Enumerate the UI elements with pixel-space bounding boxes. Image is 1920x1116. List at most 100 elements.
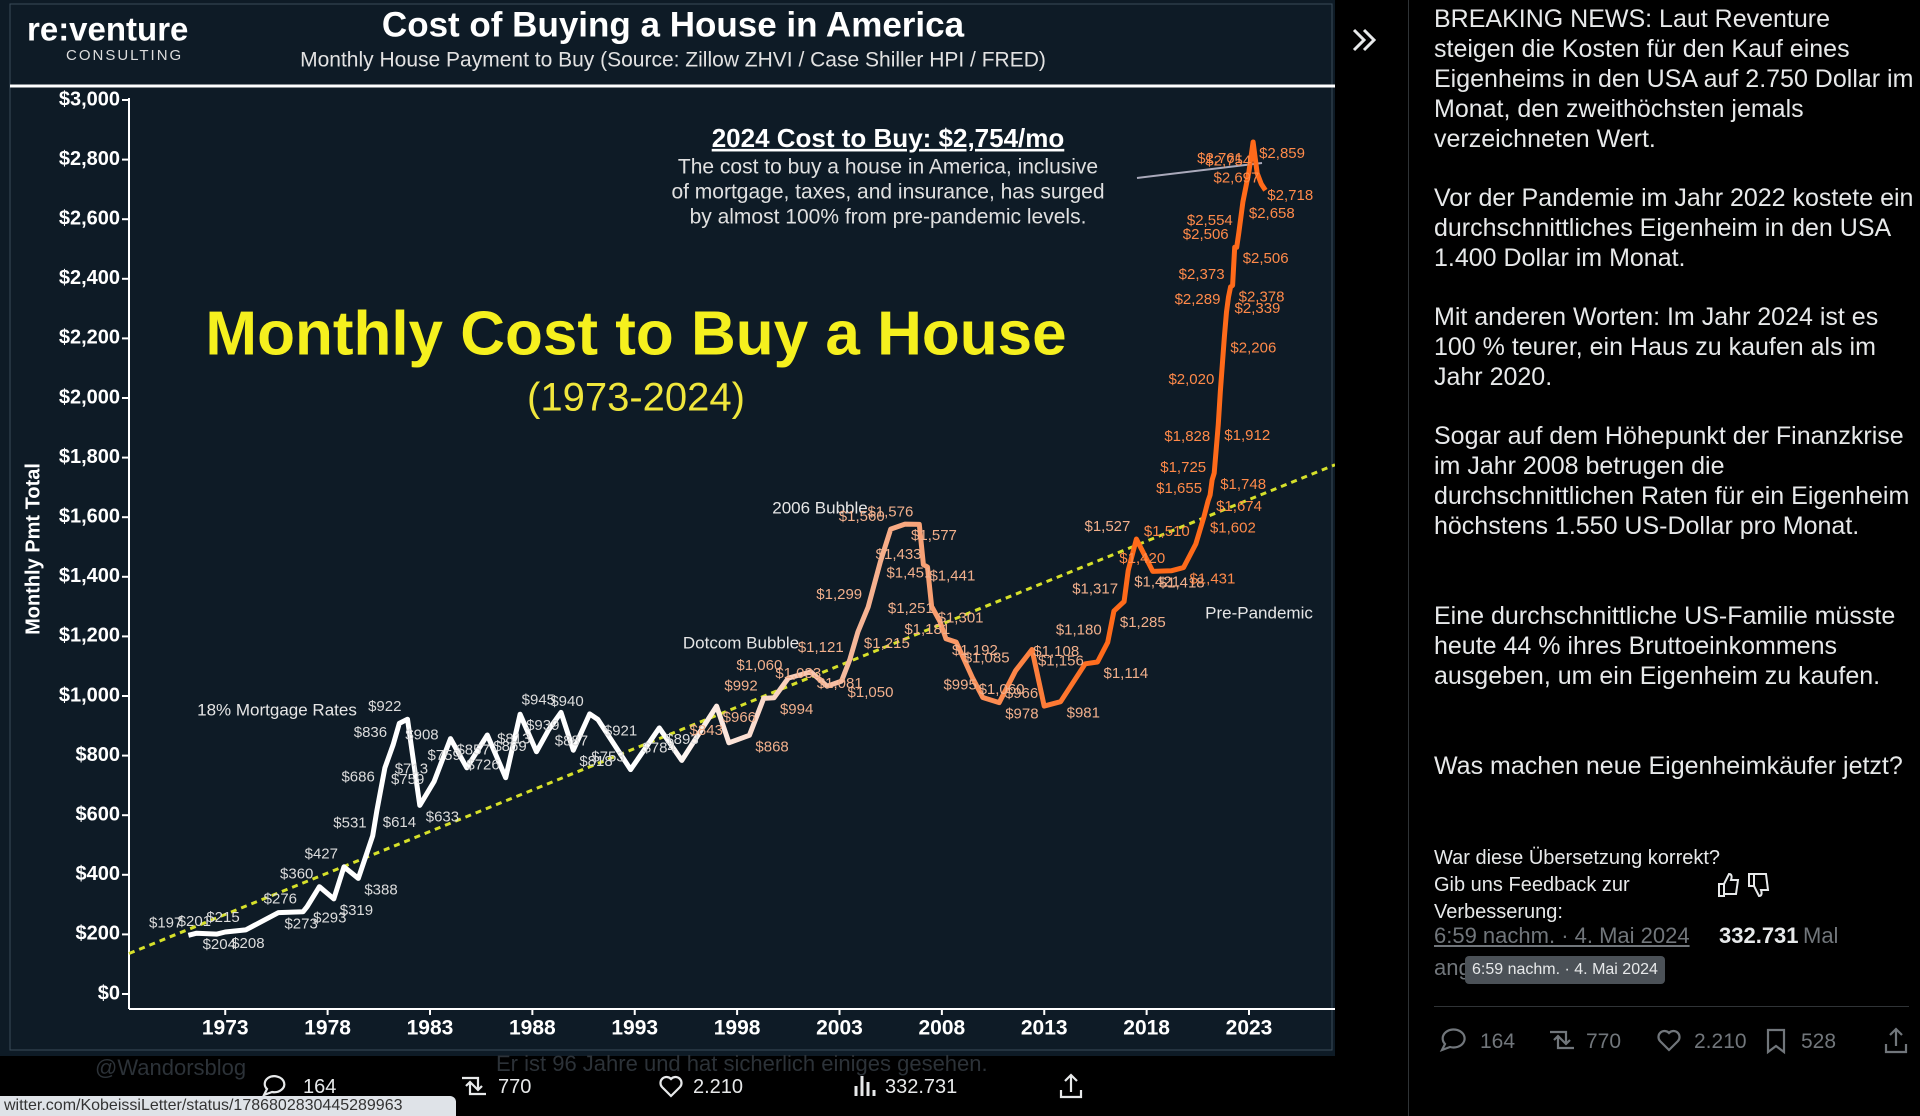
data-label: $1,418 xyxy=(1159,574,1205,591)
data-label: $1,317 xyxy=(1072,581,1118,598)
callout-line: The cost to buy a house in America, incl… xyxy=(678,156,1098,179)
data-label: $273 xyxy=(284,916,317,933)
data-label: $713 xyxy=(395,760,428,777)
data-label: $887 xyxy=(555,733,588,750)
callout-title: 2024 Cost to Buy: $2,754/mo xyxy=(712,123,1065,153)
share-icon[interactable] xyxy=(1884,1027,1908,1054)
views-icon[interactable] xyxy=(854,1076,876,1096)
like-icon[interactable] xyxy=(659,1075,683,1098)
data-label: $319 xyxy=(340,902,373,919)
translation-paragraph: BREAKING NEWS: Laut Reventure steigen di… xyxy=(1434,5,1914,153)
y-tick-label: $2,200 xyxy=(59,327,120,349)
x-tick-label: 1978 xyxy=(304,1017,351,1040)
data-label: $276 xyxy=(264,891,297,908)
data-label: $922 xyxy=(368,698,401,715)
data-label: $784 xyxy=(642,739,675,756)
data-label: $1,050 xyxy=(848,684,894,701)
like-icon[interactable] xyxy=(1657,1029,1681,1052)
x-tick-label: 2003 xyxy=(816,1017,863,1040)
thumbs-up[interactable] xyxy=(1718,872,1740,897)
data-label: $995 xyxy=(943,676,976,693)
callout-line: by almost 100% from pre-pandemic levels. xyxy=(690,206,1087,229)
y-tick-label: $0 xyxy=(98,982,120,1004)
y-tick-label: $800 xyxy=(76,744,121,766)
x-tick-label: 2023 xyxy=(1226,1017,1273,1040)
data-label: $2,506 xyxy=(1243,250,1289,267)
y-tick-label: $400 xyxy=(76,863,121,885)
data-label: $2,859 xyxy=(1259,145,1305,162)
data-label: $1,180 xyxy=(1056,621,1102,638)
status-url: witter.com/KobeissiLetter/status/1786802… xyxy=(0,1096,456,1116)
feedback-buttons[interactable] xyxy=(1715,870,1775,900)
data-label: $1,441 xyxy=(929,568,975,585)
reply-count: 164 xyxy=(303,1076,337,1098)
reply-icon[interactable] xyxy=(261,1075,286,1098)
data-label: $966 xyxy=(1005,685,1038,702)
views-count: 332.731 xyxy=(1719,923,1799,948)
like-count: 2.210 xyxy=(693,1076,744,1098)
data-label: $1,433 xyxy=(876,546,922,563)
x-tick-label: 2008 xyxy=(919,1017,966,1040)
data-label: $908 xyxy=(405,726,438,743)
data-label: $759 xyxy=(427,747,460,764)
data-label: $759 xyxy=(391,771,424,788)
y-tick-label: $1,400 xyxy=(59,565,120,587)
thumbs-down[interactable] xyxy=(1748,873,1770,898)
callout-arrow xyxy=(1136,162,1263,179)
data-label: $843 xyxy=(690,722,723,739)
repost-count: 770 xyxy=(498,1076,532,1098)
data-label: $1,301 xyxy=(938,609,984,626)
expand-icon[interactable] xyxy=(1352,28,1377,52)
data-label: $2,506 xyxy=(1183,226,1229,243)
data-label: $857 xyxy=(456,742,489,759)
annotation: 2006 Bubble xyxy=(772,498,867,517)
data-label: $204 xyxy=(203,936,236,953)
data-label: $388 xyxy=(364,881,397,898)
x-tick-label: 1988 xyxy=(509,1017,556,1040)
y-tick-label: $2,600 xyxy=(59,207,120,229)
data-label: $1,033 xyxy=(775,665,821,682)
panel-divider xyxy=(1408,0,1409,1116)
data-label: $1,431 xyxy=(1189,571,1235,588)
data-label: $1,081 xyxy=(817,675,863,692)
y-tick-label: $2,000 xyxy=(59,386,120,408)
repost-count: 770 xyxy=(1586,1030,1622,1053)
x-tick-label: 1993 xyxy=(611,1017,658,1040)
data-label: $994 xyxy=(780,701,813,718)
data-label: $1,576 xyxy=(867,503,913,520)
y-tick-label: $1,600 xyxy=(59,505,120,527)
x-tick-label: 1973 xyxy=(202,1017,249,1040)
data-label: $1,181 xyxy=(904,621,950,638)
data-label: $1,108 xyxy=(1033,643,1079,660)
post-actions-bar[interactable] xyxy=(0,1066,1335,1116)
bookmark-icon[interactable] xyxy=(1766,1028,1786,1055)
detail-actions-bar[interactable] xyxy=(1420,1018,1920,1068)
data-label: $197 xyxy=(149,914,182,931)
data-label: $1,674 xyxy=(1216,498,1262,515)
data-label: $813 xyxy=(497,731,530,748)
share-icon[interactable] xyxy=(1059,1073,1083,1099)
data-label: $2,554 xyxy=(1187,212,1233,229)
x-tick-label: 1998 xyxy=(714,1017,761,1040)
data-label: $1,560 xyxy=(839,508,885,525)
expand-button[interactable] xyxy=(1334,10,1394,70)
timestamp-link[interactable]: 6:59 nachm. · 4. Mai 2024 xyxy=(1434,923,1690,948)
data-label: $836 xyxy=(354,724,387,741)
headline-sub: (1973-2024) xyxy=(527,376,745,420)
repost-icon[interactable] xyxy=(462,1076,486,1096)
chart-title: Cost of Buying a House in America xyxy=(382,5,965,44)
x-tick-label: 2018 xyxy=(1123,1017,1170,1040)
data-label: $2,289 xyxy=(1175,291,1221,308)
data-label: $1,421 xyxy=(1134,574,1180,591)
data-label: $1,285 xyxy=(1120,614,1166,631)
reply-icon[interactable] xyxy=(1439,1028,1466,1053)
translation-paragraph: Mit anderen Worten: Im Jahr 2024 ist es … xyxy=(1434,303,1879,391)
data-label: $208 xyxy=(231,935,264,952)
data-label: $1,602 xyxy=(1210,520,1256,537)
data-label: $2,761 xyxy=(1197,150,1243,167)
annotation: Pre-Pandemic xyxy=(1205,603,1313,622)
data-label: $992 xyxy=(724,677,757,694)
y-tick-label: $2,400 xyxy=(59,267,120,289)
repost-icon[interactable] xyxy=(1550,1030,1574,1050)
